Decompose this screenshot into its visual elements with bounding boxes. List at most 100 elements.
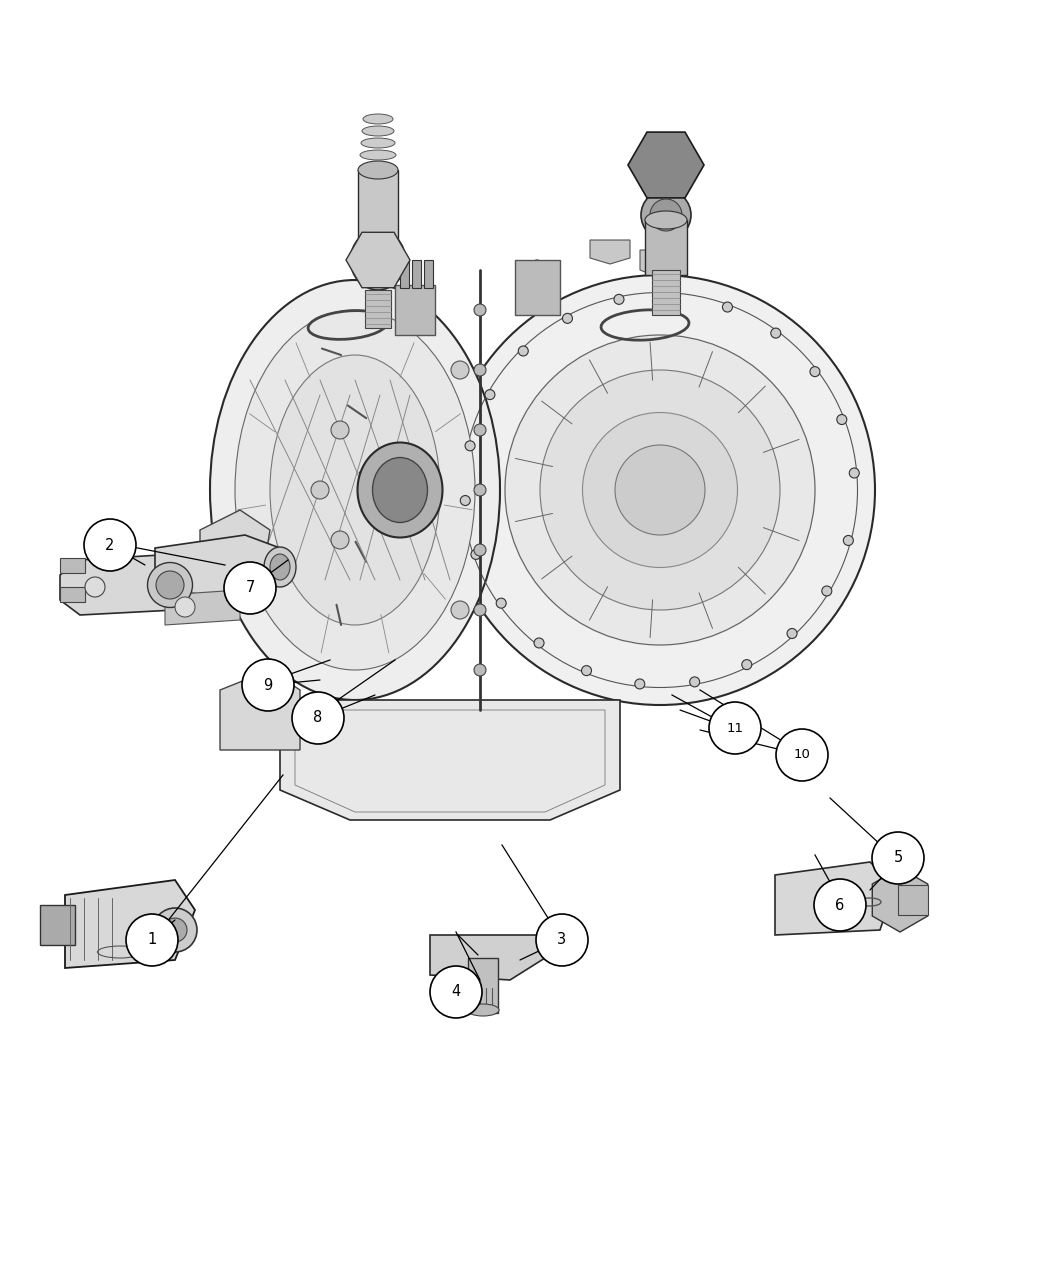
Ellipse shape (147, 562, 192, 607)
Ellipse shape (452, 601, 469, 618)
Circle shape (582, 666, 591, 676)
Circle shape (471, 550, 481, 560)
Ellipse shape (210, 280, 500, 700)
Polygon shape (60, 555, 185, 615)
Circle shape (474, 363, 486, 376)
Circle shape (460, 496, 470, 505)
Polygon shape (775, 862, 895, 935)
Circle shape (474, 544, 486, 556)
Ellipse shape (540, 370, 780, 609)
Circle shape (709, 703, 761, 754)
Polygon shape (346, 232, 410, 288)
Polygon shape (520, 260, 555, 310)
Bar (424, 260, 433, 288)
Text: 4: 4 (452, 984, 461, 1000)
Polygon shape (200, 510, 270, 590)
Polygon shape (155, 536, 280, 598)
Text: 7: 7 (246, 580, 255, 595)
Text: 5: 5 (894, 850, 903, 866)
Ellipse shape (452, 361, 469, 379)
Circle shape (534, 638, 544, 648)
Ellipse shape (235, 310, 475, 669)
Circle shape (292, 692, 344, 745)
Ellipse shape (270, 354, 440, 625)
Bar (40, 905, 75, 945)
Circle shape (465, 441, 475, 451)
Circle shape (788, 629, 797, 639)
Text: 11: 11 (727, 722, 743, 734)
Ellipse shape (583, 413, 737, 567)
Ellipse shape (331, 530, 349, 550)
Circle shape (175, 597, 195, 617)
Polygon shape (280, 700, 620, 820)
Text: 2: 2 (105, 538, 114, 552)
Circle shape (837, 414, 846, 425)
Polygon shape (430, 935, 545, 980)
Circle shape (242, 659, 294, 711)
Text: 3: 3 (558, 932, 567, 947)
Circle shape (843, 536, 854, 546)
Ellipse shape (357, 442, 442, 538)
Bar (468, 958, 498, 1014)
Bar (358, 170, 398, 261)
Bar (412, 260, 421, 288)
Circle shape (722, 302, 733, 312)
Circle shape (485, 390, 495, 399)
Circle shape (474, 425, 486, 436)
Circle shape (519, 346, 528, 356)
Circle shape (822, 586, 832, 595)
Ellipse shape (311, 481, 329, 499)
Ellipse shape (615, 445, 705, 536)
Bar (60, 558, 85, 572)
Circle shape (741, 659, 752, 669)
Circle shape (474, 303, 486, 316)
Text: 8: 8 (313, 710, 322, 725)
Bar (400, 260, 410, 288)
Polygon shape (640, 250, 680, 278)
Circle shape (430, 966, 482, 1017)
Text: 1: 1 (147, 932, 156, 947)
Ellipse shape (358, 161, 398, 179)
Ellipse shape (351, 230, 405, 289)
Text: 10: 10 (794, 748, 811, 761)
Ellipse shape (467, 1003, 499, 1016)
Ellipse shape (363, 113, 393, 124)
Circle shape (614, 295, 624, 305)
Circle shape (497, 598, 506, 608)
Ellipse shape (270, 555, 290, 580)
Circle shape (474, 664, 486, 676)
Circle shape (776, 729, 828, 782)
Ellipse shape (640, 190, 691, 240)
Bar (514, 260, 560, 315)
Ellipse shape (645, 210, 687, 229)
Circle shape (474, 604, 486, 616)
Ellipse shape (359, 238, 397, 282)
Circle shape (849, 468, 859, 478)
Circle shape (814, 878, 866, 931)
Circle shape (536, 914, 588, 966)
Circle shape (872, 833, 924, 884)
Bar (60, 586, 85, 602)
Circle shape (163, 918, 187, 942)
Circle shape (84, 519, 136, 571)
Circle shape (474, 484, 486, 496)
Ellipse shape (331, 421, 349, 439)
Circle shape (669, 291, 678, 301)
Polygon shape (165, 590, 240, 625)
Circle shape (690, 677, 699, 687)
Ellipse shape (360, 150, 396, 159)
Ellipse shape (373, 458, 427, 523)
Bar (395, 286, 435, 335)
Ellipse shape (156, 571, 184, 599)
Ellipse shape (264, 547, 296, 586)
Bar (652, 270, 680, 315)
Ellipse shape (505, 335, 815, 645)
Polygon shape (400, 286, 430, 330)
Circle shape (85, 578, 105, 597)
Circle shape (563, 314, 572, 324)
Polygon shape (628, 133, 704, 198)
Circle shape (771, 328, 781, 338)
Polygon shape (220, 669, 300, 750)
Polygon shape (590, 240, 630, 264)
Bar (898, 885, 928, 915)
